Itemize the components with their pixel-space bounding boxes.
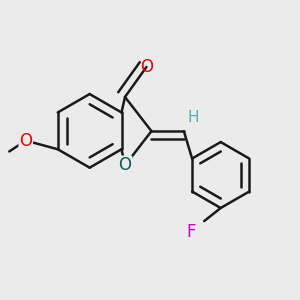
Text: O: O: [140, 58, 153, 76]
Text: F: F: [186, 223, 195, 241]
Text: O: O: [19, 132, 32, 150]
Text: O: O: [118, 156, 131, 174]
Text: H: H: [188, 110, 199, 124]
